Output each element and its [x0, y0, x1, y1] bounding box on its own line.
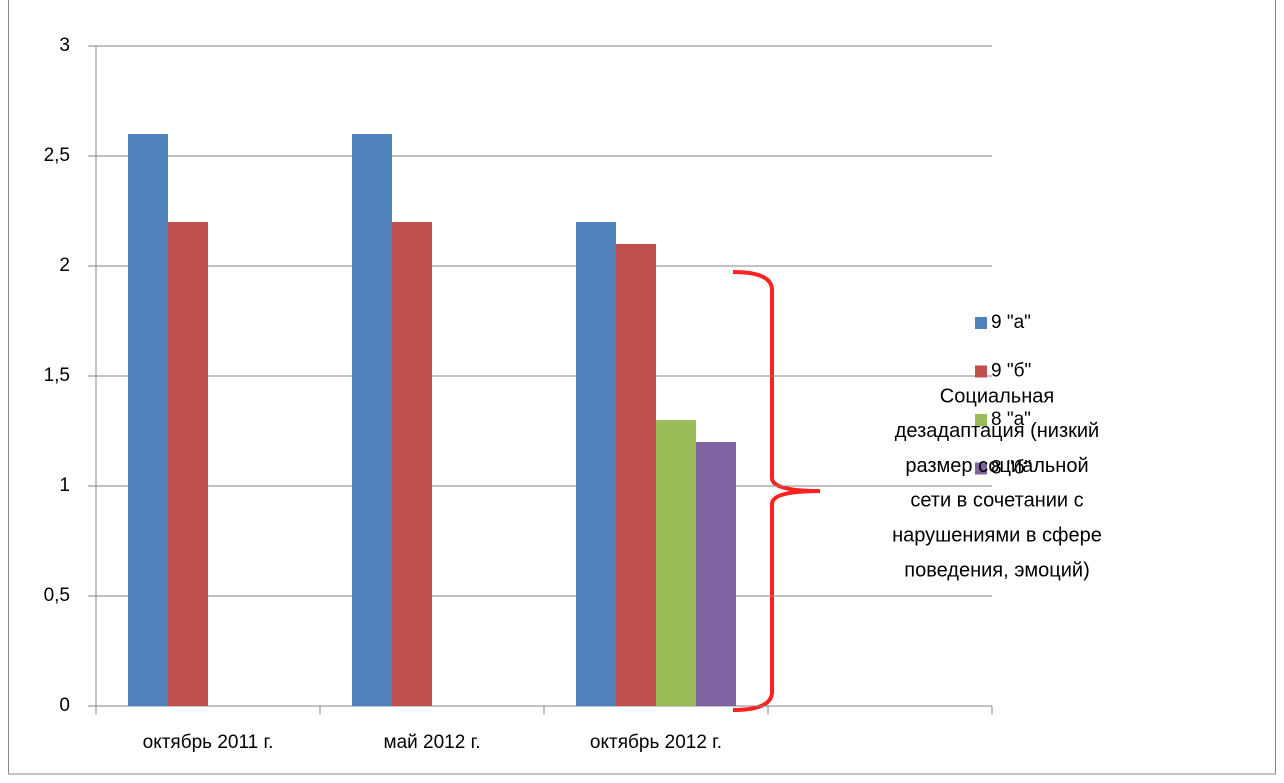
y-tick-label: 1,5: [44, 365, 70, 386]
legend-swatch: [975, 462, 987, 475]
x-tick-label: октябрь 2011 г.: [143, 732, 274, 753]
bar: [168, 222, 208, 706]
legend-label: 8 "б": [991, 458, 1031, 479]
legend-label: 9 "б": [991, 361, 1031, 382]
bar: [352, 134, 392, 706]
x-tick-label: май 2012 г.: [384, 732, 481, 753]
brace: [732, 270, 821, 712]
bar: [696, 442, 736, 706]
y-tick-label: 3: [59, 35, 70, 56]
bar: [656, 420, 696, 706]
annotation: дезадаптация (низкий: [895, 420, 1099, 442]
annotation: сети в сочетании с: [910, 490, 1083, 512]
annotation: Социальная: [940, 385, 1054, 407]
y-tick-label: 2: [59, 255, 70, 276]
bar: [392, 222, 432, 706]
bar: [128, 134, 168, 706]
y-tick-label: 0: [59, 695, 70, 716]
annotation: нарушениями в сфере: [892, 524, 1102, 546]
bar: [616, 244, 656, 706]
y-tick-label: 0,5: [44, 585, 70, 606]
legend-label: 8 "а": [991, 409, 1031, 430]
chart-frame: [8, 0, 1276, 775]
x-tick-label: октябрь 2012 г.: [590, 732, 722, 753]
legend-label: 9 "а": [991, 312, 1031, 333]
legend-swatch: [975, 414, 987, 426]
bar: [576, 222, 616, 706]
annotation: поведения, эмоций): [904, 559, 1090, 581]
y-tick-label: 1: [59, 475, 70, 496]
legend-swatch: [975, 317, 987, 329]
y-tick-label: 2,5: [44, 145, 70, 166]
annotation: размер социальной: [905, 455, 1088, 477]
legend-swatch: [975, 365, 987, 378]
